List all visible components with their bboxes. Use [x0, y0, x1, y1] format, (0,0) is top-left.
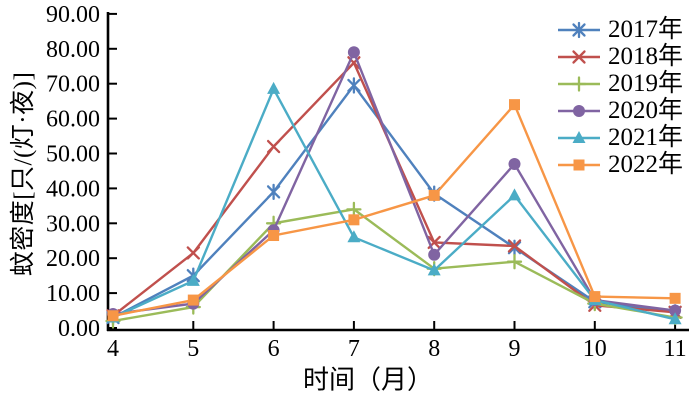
legend-item: 2018年 [556, 43, 683, 70]
y-tick-label: 10.00 [46, 281, 100, 307]
legend-triangle-icon [558, 130, 600, 143]
legend-circle-icon [558, 104, 600, 117]
legend-label: 2017年 [608, 16, 684, 43]
x-tick-label: 4 [107, 336, 119, 362]
y-tick-label: 40.00 [46, 176, 100, 202]
x-axis-title: 时间（月） [302, 365, 434, 395]
y-tick-label: 80.00 [46, 37, 100, 63]
y-axis-title: 蚊密度[只/(灯·夜)] [10, 71, 37, 277]
legend-label: 2019年 [608, 70, 684, 97]
legend-item: 2017年 [556, 16, 683, 43]
series-2021年 [106, 81, 682, 325]
legend-plus-icon [558, 75, 600, 92]
x-tick-label: 7 [348, 336, 360, 362]
series-2022年 [107, 99, 681, 322]
y-tick-label: 60.00 [46, 107, 100, 133]
x-tick-label: 8 [428, 336, 440, 362]
legend-item: 2019年 [556, 70, 683, 97]
x-tick-label: 11 [664, 336, 687, 362]
legend-label: 2020年 [608, 97, 684, 124]
legend-item: 2021年 [556, 124, 683, 151]
x-tick-label: 10 [583, 336, 607, 362]
x-tick-label: 5 [187, 336, 199, 362]
legend-square-icon [558, 159, 600, 170]
y-tick-label: 90.00 [46, 2, 100, 28]
legend-asterisk-icon [558, 21, 600, 38]
legend-label: 2022年 [608, 151, 684, 178]
y-tick-label: 50.00 [46, 142, 100, 168]
y-tick-label: 20.00 [46, 246, 100, 272]
y-tick-label: 30.00 [46, 211, 100, 237]
legend-item: 2022年 [556, 151, 683, 178]
y-axis: 0.00 10.00 20.00 30.00 40.00 50.00 60.00 70.00 8… [46, 2, 117, 342]
legend-x-icon [558, 49, 600, 64]
y-tick-label: 0.00 [58, 316, 100, 342]
legend-item: 2020年 [556, 97, 683, 124]
x-tick-label: 6 [268, 336, 280, 362]
x-tick-label: 9 [509, 336, 521, 362]
legend-label: 2018年 [608, 43, 684, 70]
x-axis: 4 5 6 7 8 9 10 11 [107, 321, 689, 362]
y-tick-label: 70.00 [46, 72, 100, 98]
legend: 2017年 2018年 2019年 2020年 2021年 2022年 [556, 16, 683, 178]
legend-label: 2021年 [608, 124, 684, 151]
